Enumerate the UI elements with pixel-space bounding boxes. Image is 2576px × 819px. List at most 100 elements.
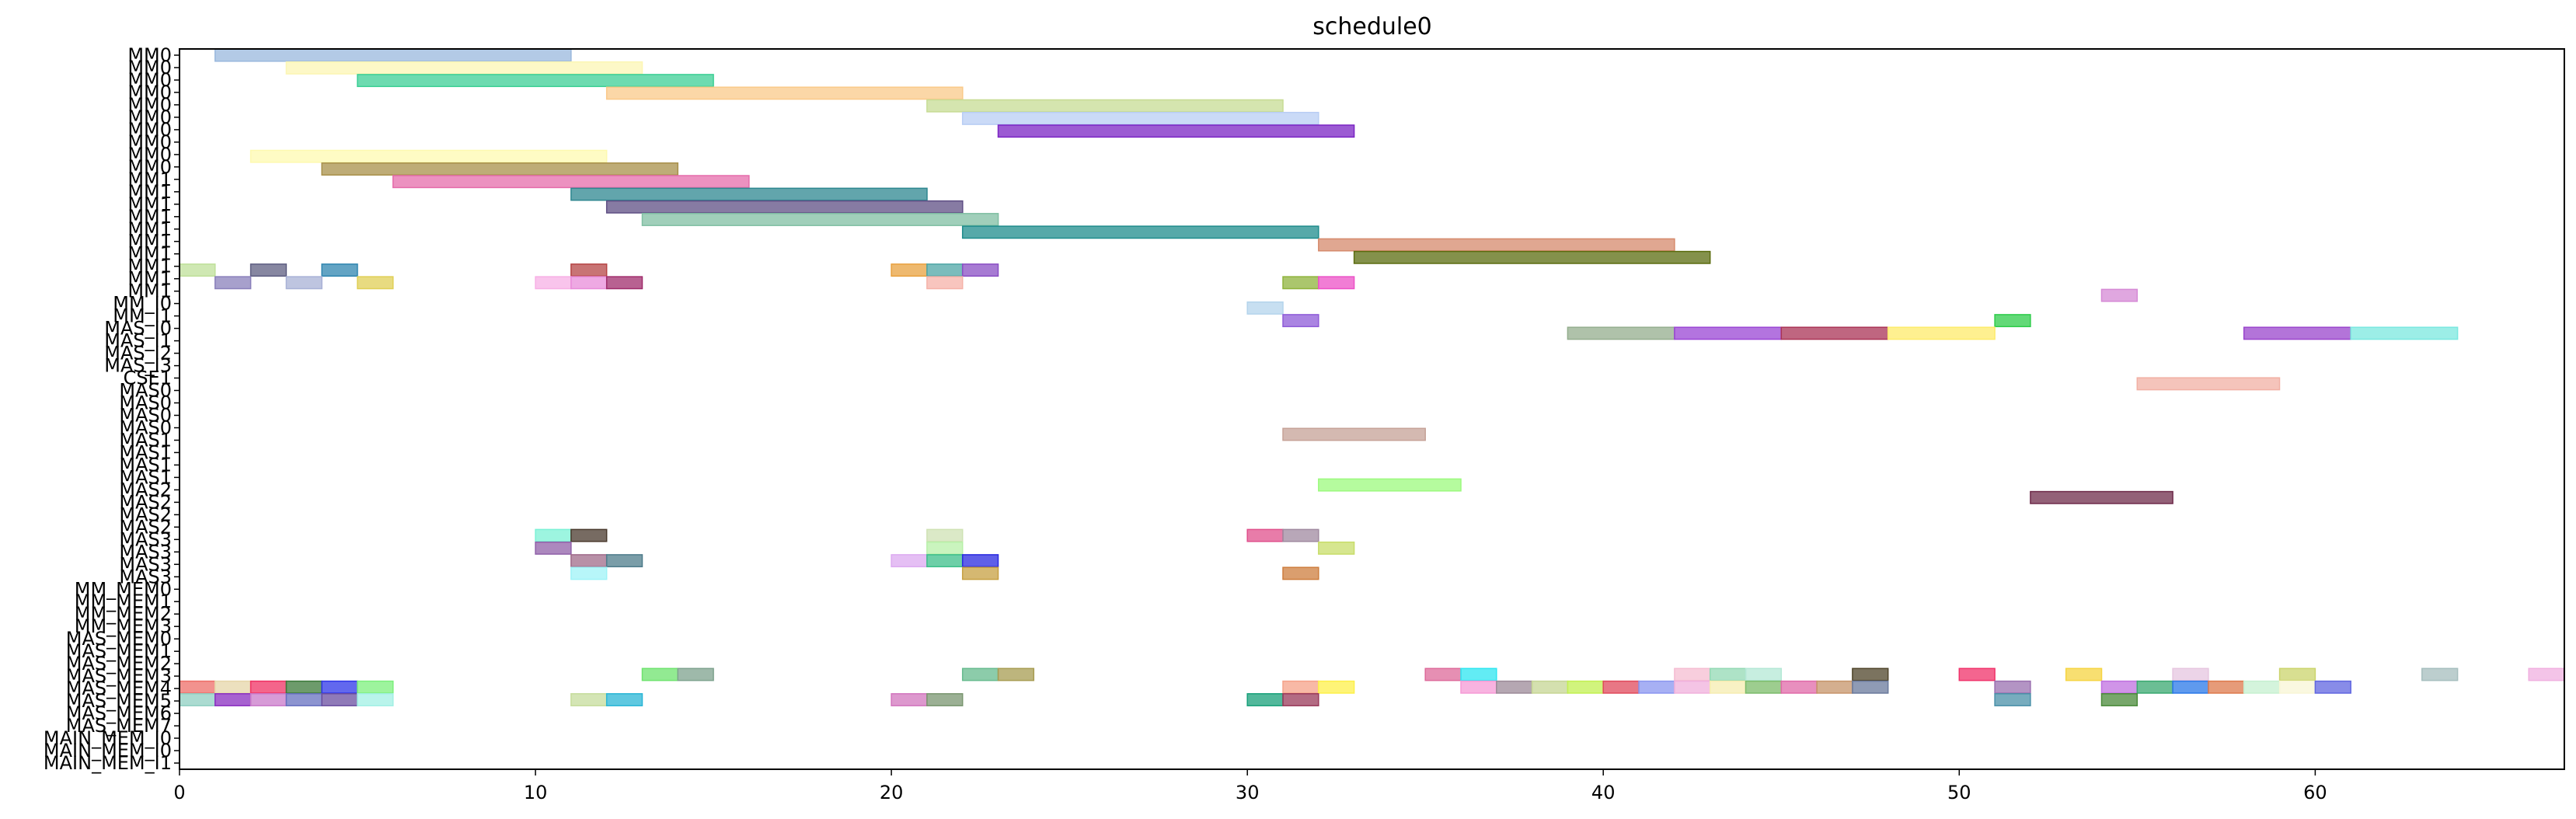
x-tick-label: 0 [173,782,185,803]
gantt-bar [1745,667,1783,681]
gantt-bar [1852,667,1889,681]
y-tick-label: MAS1 [119,466,172,488]
y-tick-label: MM_I0 [113,293,172,315]
gantt-bar [285,693,322,706]
gantt-bar [321,693,358,706]
y-tick-label: MAIN_MEM_I0 [44,740,172,761]
gantt-bar [1638,680,1675,694]
gantt-bar [997,124,1355,138]
gantt-bar [1709,680,1747,694]
gantt-bar [641,667,679,681]
y-tick-label: MM1 [127,218,172,240]
gantt-bar [570,693,608,706]
gantt-bar [2314,680,2351,694]
plot-frame [179,48,2565,770]
y-tick-label: MAIN_MEM_I0 [44,727,172,749]
gantt-bar [605,276,643,290]
gantt-bar [570,263,608,277]
y-tick-label: MM0 [127,82,172,103]
gantt-bar [570,276,608,290]
y-tick-label: MAS1 [119,441,172,463]
y-tick-label: MAS_MEM5 [66,690,172,712]
gantt-bar [1318,541,1355,555]
y-tick-label: MAS0 [119,380,172,402]
y-tick-label: MM1 [127,206,172,228]
y-tick-label: MAS_MEM2 [66,653,172,674]
gantt-bar [1994,693,2031,706]
gantt-bar [2208,680,2245,694]
gantt-bar [179,693,216,706]
gantt-bar [2278,667,2316,681]
y-tick-label: MM1 [127,193,172,215]
gantt-bar [2278,680,2316,694]
x-tick-label: 40 [1591,782,1616,803]
gantt-bar [214,680,252,694]
gantt-bar [1318,680,1355,694]
gantt-bar [677,667,714,681]
chart-title: schedule0 [1312,13,1432,40]
gantt-bar [535,528,572,542]
gantt-bar [570,554,608,568]
gantt-bar [2350,326,2459,340]
y-tick-label: MAS0 [119,392,172,414]
y-tick-label: MM1 [127,256,172,277]
gantt-bar [1745,680,1783,694]
gantt-bar [357,74,714,88]
y-tick-label: MM0 [127,144,172,166]
gantt-bar [570,566,608,580]
y-tick-label: CSE1 [124,368,172,389]
gantt-bar [961,566,999,580]
y-tick-label: MM0 [127,131,172,153]
gantt-bar [2100,680,2139,694]
gantt-bar [179,680,216,694]
y-tick-label: MAS0 [119,417,172,439]
gantt-bar [570,187,928,201]
y-tick-label: MAS_MEM7 [66,715,172,737]
gantt-bar [321,162,679,176]
gantt-bar [1531,680,1569,694]
gantt-bar [1246,301,1284,315]
x-tick-label: 30 [1236,782,1260,803]
gantt-bar [1282,693,1319,706]
x-tick-label: 50 [1947,782,1971,803]
gantt-bar [321,263,358,277]
gantt-bar [605,86,964,100]
x-tick-label: 60 [2303,782,2327,803]
y-tick-label: MM0 [127,106,172,128]
gantt-bar [285,680,322,694]
gantt-bar [2172,680,2209,694]
gantt-bar [2100,693,2139,706]
y-tick-label: MAS0 [119,405,172,427]
gantt-bar [1353,250,1711,264]
x-tick-label: 10 [524,782,548,803]
y-tick-label: MAS3 [119,566,172,587]
y-tick-label: MM0 [127,119,172,141]
gantt-bar [1496,680,1533,694]
y-tick-label: MM0 [127,94,172,116]
y-tick-label: MM1 [127,268,172,290]
y-tick-label: MM1 [127,281,172,302]
gantt-bar [961,667,999,681]
bars-layer [179,48,2565,706]
gantt-bar [2421,667,2459,681]
gantt-bar [179,263,216,277]
gantt-bar [392,175,750,189]
gantt-bar [1816,680,1853,694]
y-tick-label: MAS1 [119,430,172,451]
gantt-bar [1318,478,1462,492]
gantt-bar [1282,528,1319,542]
y-tick-label: MM1 [127,181,172,203]
gantt-bar [1674,680,1711,694]
gantt-bar [2065,667,2103,681]
y-tick-label: MAS_MEM3 [66,665,172,687]
gantt-bar [2243,680,2281,694]
y-tick-label: MAS3 [119,541,172,563]
y-tick-label: MAS_I2 [104,343,172,364]
gantt-bar [961,225,1319,239]
gantt-bar [249,693,288,706]
y-tick-label: MAS2 [119,516,172,538]
y-tick-label: MM1 [127,243,172,265]
gantt-bar [997,667,1035,681]
gantt-bar [961,263,999,277]
